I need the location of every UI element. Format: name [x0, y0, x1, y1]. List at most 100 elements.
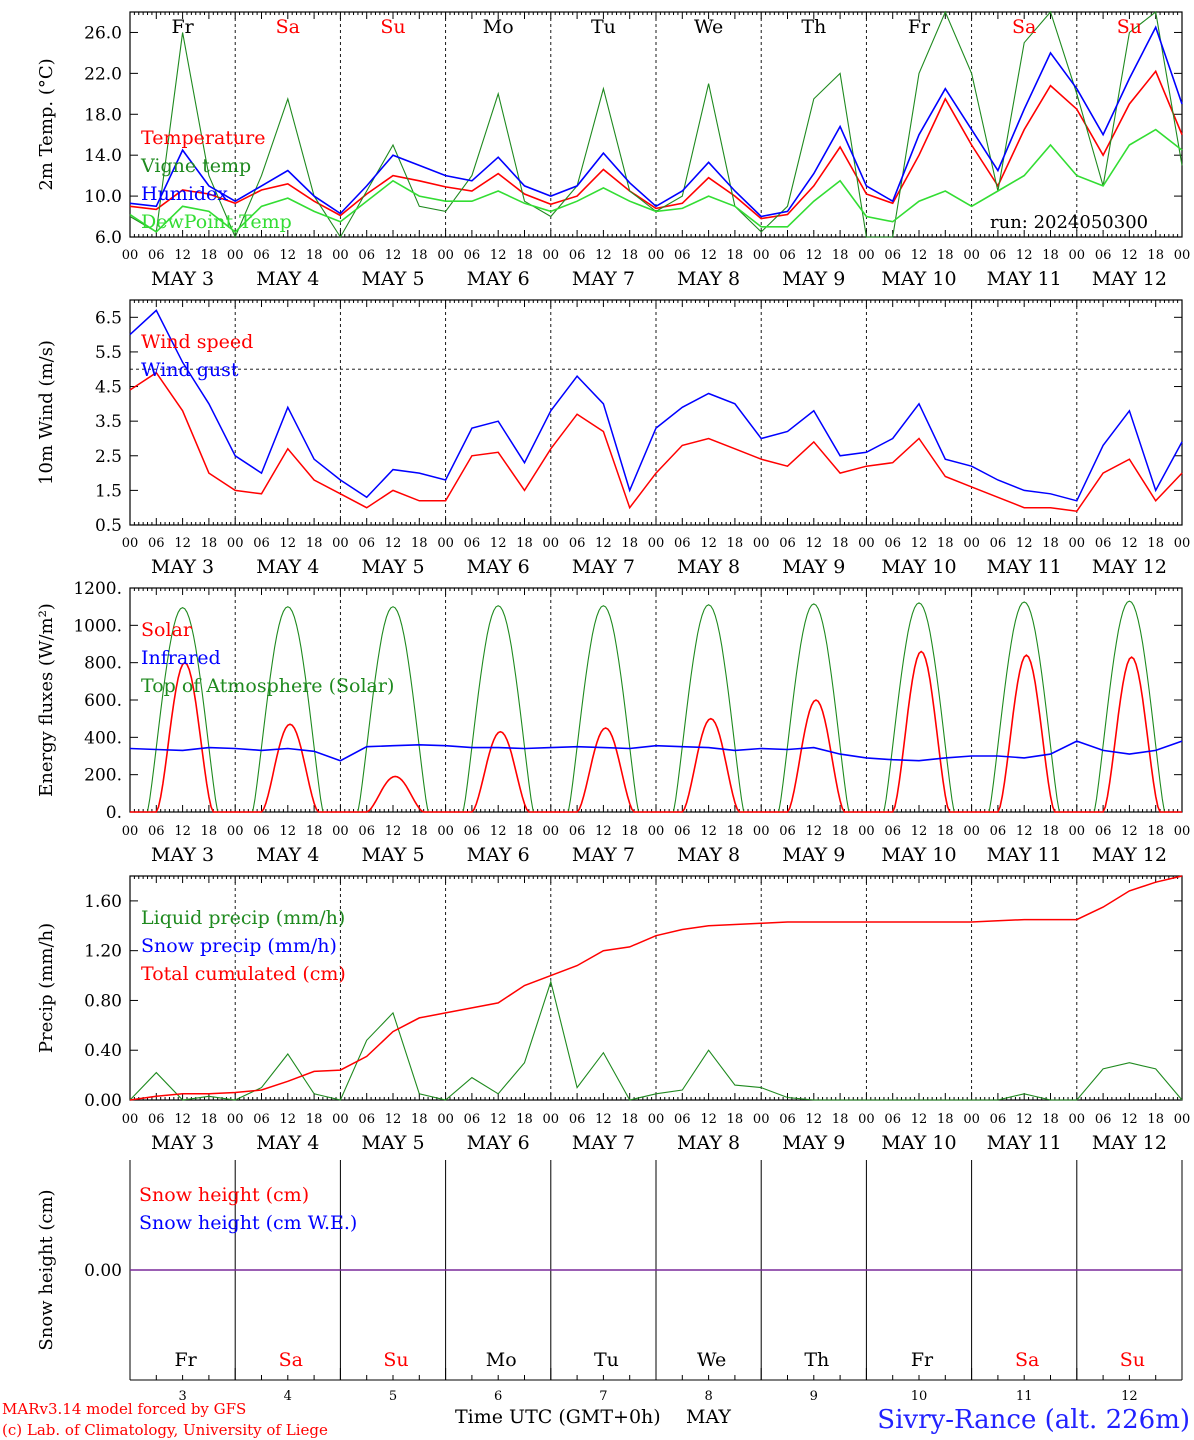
hour-tick-label: 12 [280, 824, 297, 839]
y-tick-label: 1.20 [84, 942, 122, 962]
run-label: run: 2024050300 [990, 212, 1148, 233]
hour-tick-label: 12 [700, 248, 717, 263]
date-label: MAY 11 [987, 844, 1062, 866]
hour-tick-label: 12 [700, 824, 717, 839]
day-name-label: We [694, 16, 723, 38]
day-name-label: Sa [279, 1349, 303, 1371]
hour-tick-label: 12 [385, 536, 402, 551]
hour-tick-label: 06 [148, 1112, 165, 1127]
hour-tick-label: 00 [963, 536, 980, 551]
day-number-label: 10 [911, 1389, 928, 1404]
day-number-label: 8 [704, 1389, 712, 1404]
day-number-label: 7 [599, 1389, 607, 1404]
date-label: MAY 5 [361, 556, 424, 578]
hour-tick-label: 18 [727, 824, 744, 839]
hour-tick-label: 18 [937, 536, 954, 551]
hour-tick-label: 12 [806, 1112, 823, 1127]
day-name-label: Su [383, 1349, 408, 1371]
legend-entry: Liquid precip (mm/h) [141, 907, 345, 929]
hour-tick-label: 18 [1042, 1112, 1059, 1127]
date-label: MAY 6 [467, 556, 530, 578]
date-label: MAY 8 [677, 1132, 740, 1154]
hour-tick-label: 00 [858, 248, 875, 263]
hour-tick-label: 18 [1147, 1112, 1164, 1127]
day-name-label: Mo [486, 1349, 517, 1371]
footer-model: MARv3.14 model forced by GFS [2, 1400, 246, 1418]
date-label: MAY 6 [467, 844, 530, 866]
hour-tick-label: 12 [1016, 824, 1033, 839]
hour-tick-label: 06 [779, 824, 796, 839]
hour-tick-label: 06 [779, 1112, 796, 1127]
hour-tick-label: 18 [727, 248, 744, 263]
hour-tick-label: 12 [174, 248, 191, 263]
hour-tick-label: 18 [621, 248, 638, 263]
hour-tick-label: 06 [569, 536, 586, 551]
y-axis-label: Snow height (cm) [36, 1189, 57, 1350]
hour-tick-label: 00 [1069, 536, 1086, 551]
y-tick-label: 0.80 [84, 991, 122, 1011]
hour-tick-label: 06 [1095, 536, 1112, 551]
date-label: MAY 4 [256, 556, 319, 578]
date-label: MAY 11 [987, 268, 1062, 290]
hour-tick-label: 12 [490, 1112, 507, 1127]
plot-frame [129, 587, 1183, 813]
y-tick-label: 14.0 [84, 146, 122, 166]
hour-tick-label: 00 [332, 248, 349, 263]
precip-panel: 00 06 12 18 00 06 12 18 00 06 12 18 00 06 12 18 00 06 12 18… [36, 875, 1190, 1154]
hour-tick-label: 00 [122, 1112, 139, 1127]
legend-entry: Wind speed [141, 331, 253, 353]
hour-tick-label: 06 [464, 1112, 481, 1127]
hour-tick-label: 00 [858, 536, 875, 551]
date-label: MAY 3 [151, 1132, 214, 1154]
hour-tick-label: 12 [174, 536, 191, 551]
hour-tick-label: 06 [148, 824, 165, 839]
date-label: MAY 9 [782, 556, 845, 578]
y-axis-label: 10m Wind (m/s) [36, 340, 57, 485]
hour-tick-label: 18 [621, 1112, 638, 1127]
hour-tick-label: 06 [674, 1112, 691, 1127]
hour-tick-label: 18 [201, 824, 218, 839]
legend-entry: Temperature [141, 127, 265, 149]
legend-entry: Snow height (cm W.E.) [139, 1212, 357, 1234]
y-axis-label: Energy fluxes (W/m²) [36, 603, 57, 797]
date-label: MAY 12 [1092, 1132, 1167, 1154]
series-line-wind-gust [129, 309, 1183, 502]
date-label: MAY 4 [256, 844, 319, 866]
day-name-label: Tu [594, 1349, 619, 1371]
hour-tick-label: 06 [253, 536, 270, 551]
hour-tick-label: 06 [464, 824, 481, 839]
hour-tick-label: 00 [227, 824, 244, 839]
day-number-label: 3 [178, 1389, 186, 1404]
hour-tick-label: 06 [674, 248, 691, 263]
temperature-panel: 00 06 12 18 00 06 12 18 00 06 12 18 00 06 12 18 00 06 12 18… [36, 10, 1190, 290]
y-tick-label: 18.0 [84, 105, 122, 125]
y-tick-label: 200. [84, 766, 122, 786]
hour-tick-label: 06 [569, 1112, 586, 1127]
day-name-label: Su [380, 16, 405, 38]
y-tick-label: 0.00 [84, 1091, 122, 1111]
y-tick-label: 5.5 [95, 343, 122, 363]
legend-entry: Solar [141, 619, 193, 641]
y-tick-label: 6.5 [95, 308, 122, 328]
date-label: MAY 7 [572, 268, 635, 290]
hour-tick-label: 00 [332, 536, 349, 551]
hour-tick-label: 00 [858, 1112, 875, 1127]
hour-tick-label: 00 [122, 536, 139, 551]
hour-tick-label: 00 [858, 824, 875, 839]
hour-tick-label: 12 [595, 1112, 612, 1127]
hour-tick-label: 18 [727, 1112, 744, 1127]
hour-tick-label: 06 [358, 824, 375, 839]
hour-tick-label: 06 [253, 824, 270, 839]
date-label: MAY 11 [987, 556, 1062, 578]
hour-tick-label: 12 [1121, 536, 1138, 551]
hour-tick-label: 12 [385, 248, 402, 263]
date-label: MAY 3 [151, 268, 214, 290]
day-name-label: We [697, 1349, 726, 1371]
series-line-infrared [129, 740, 1183, 762]
y-tick-label: 800. [84, 654, 122, 674]
y-tick-label: 1.60 [84, 892, 122, 912]
hour-tick-label: 00 [1174, 824, 1191, 839]
hour-tick-label: 18 [832, 536, 849, 551]
y-tick-label: 600. [84, 691, 122, 711]
y-tick-label: 1000. [73, 616, 122, 636]
